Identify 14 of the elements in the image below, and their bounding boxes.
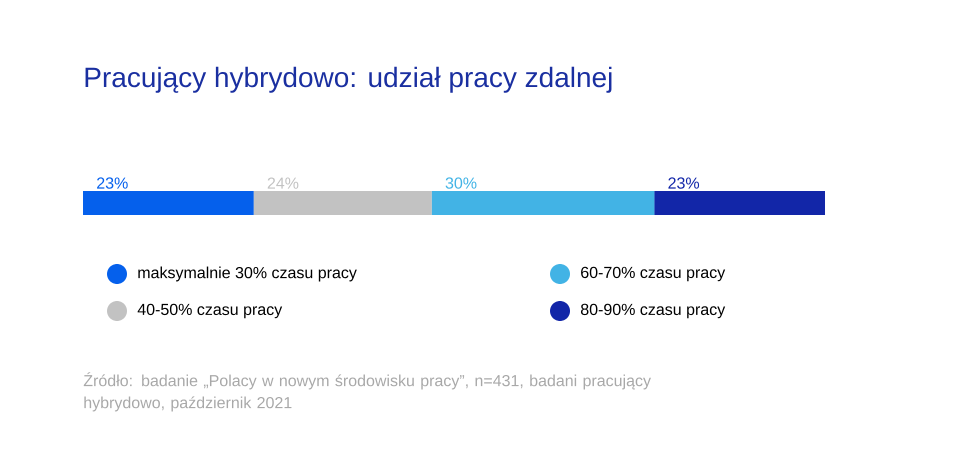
data-label: 23% (668, 177, 700, 189)
bar (83, 191, 254, 215)
bar (254, 191, 432, 215)
legend-label: 80-90% czasu pracy (580, 304, 726, 318)
legend-label: 40-50% czasu pracy (138, 304, 282, 318)
text: Źródło: badanie „Polacy w nowym środowisku pracy”, n=431, badani pracujący hybrydowo, październik 2021 (84, 372, 651, 412)
data-label: 30% (446, 177, 476, 189)
data-label: 23% (97, 177, 128, 189)
legend-label: 60-70% czasu pracy (581, 266, 726, 282)
bar (654, 191, 826, 215)
legend-label: maksymalnie 30% czasu pracy (138, 266, 357, 282)
data-label: 24% (268, 177, 298, 189)
chart-title: Pracujący hybrydowo: udział pracy zdalnej (86, 66, 612, 93)
bar (432, 191, 654, 215)
